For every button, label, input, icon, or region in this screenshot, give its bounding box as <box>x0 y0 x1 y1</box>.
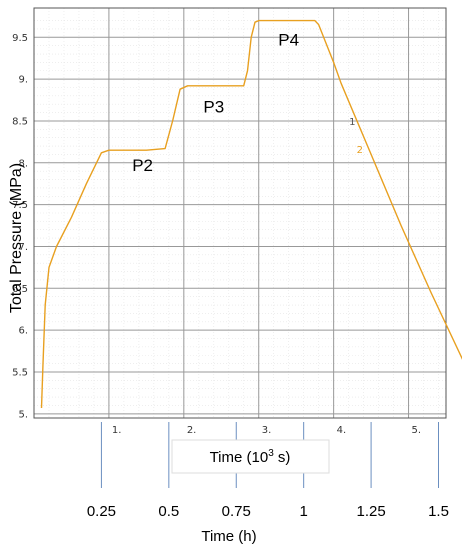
hours-tick-label: 0.75 <box>222 503 251 520</box>
x-axis-label-exponent: 3 <box>268 448 274 459</box>
x-axis-ticks: 1. 2. 3. 4. 5. <box>112 425 421 436</box>
hours-tick-label: 1.5 <box>428 503 449 520</box>
plot-frame <box>33 7 447 419</box>
plot-border <box>33 7 447 419</box>
x-tick-label: 4. <box>337 425 347 436</box>
y-tick-label: 8. <box>18 158 28 169</box>
y-tick-label: 6.5 <box>12 284 28 295</box>
y-tick-label: 9. <box>18 75 28 86</box>
x-tick-label: 5. <box>412 425 422 436</box>
y-tick-label: 5.5 <box>12 367 28 378</box>
phase-label: P3 <box>203 98 224 117</box>
hours-tick-label: 0.5 <box>158 503 179 520</box>
y-axis-ticks: 5. 5.5 6. 6.5 7. 7.5 8. 8.5 9. 9.5 <box>12 33 28 421</box>
x-axis-label-box: Time (103 s) <box>171 439 330 474</box>
y-tick-label: 8.5 <box>12 116 28 127</box>
y-tick-label: 6. <box>18 326 28 337</box>
x-axis-label-tail: s) <box>274 449 291 466</box>
phase-label: P2 <box>132 156 153 175</box>
hours-tick-label: 1.25 <box>356 503 385 520</box>
x-tick-label: 1. <box>112 425 122 436</box>
x-axis-label: Time (103 s) <box>210 448 291 466</box>
grid-lines <box>34 8 446 418</box>
series-layer <box>40 19 462 409</box>
x-axis-label-main: Time (10 <box>210 449 269 466</box>
y-tick-label: 9.5 <box>12 33 28 44</box>
hours-axis: 0.25 0.5 0.75 1 1.25 1.5 <box>87 422 449 520</box>
phase-label: P4 <box>278 31 299 50</box>
y-tick-label: 5. <box>18 409 28 420</box>
x-tick-label: 3. <box>262 425 272 436</box>
hours-axis-label: Time (h) <box>201 528 256 545</box>
curve-marker-label: 2 <box>357 145 363 156</box>
x-tick-label: 2. <box>187 425 197 436</box>
hours-tick-label: 1 <box>300 503 308 520</box>
hours-tick-label: 0.25 <box>87 503 116 520</box>
y-tick-label: 7.5 <box>12 200 28 211</box>
y-axis-label: Total Pressure (MPa) <box>8 163 25 313</box>
annotations: P2 P3 P4 1 2 <box>132 31 363 176</box>
pressure-series-line <box>40 19 462 409</box>
curve-marker-label: 1 <box>349 117 355 128</box>
y-tick-label: 7. <box>18 242 28 253</box>
